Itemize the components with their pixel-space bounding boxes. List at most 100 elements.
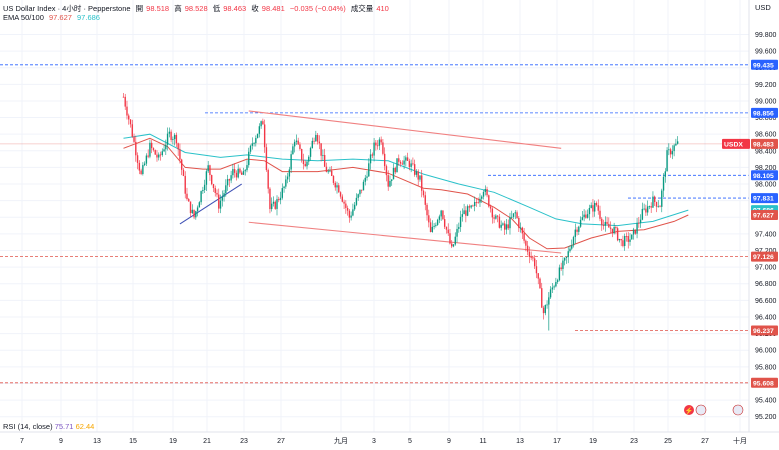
candle-body bbox=[272, 201, 275, 204]
candle-body bbox=[398, 158, 400, 162]
time-axis[interactable]: 7 9 13 15 19 21 23 27 九月 3 5 9 11 13 17 19 23 25 27 十月 bbox=[20, 436, 747, 445]
candle-body bbox=[311, 140, 314, 149]
candle-body bbox=[202, 190, 204, 192]
candle-body bbox=[405, 157, 407, 161]
y-tick-label: 99.000 bbox=[755, 98, 777, 105]
rsi-value: 75.71 bbox=[54, 422, 74, 431]
candle-body bbox=[376, 145, 379, 147]
y-tick-label: 96.000 bbox=[755, 348, 777, 355]
candle-body bbox=[371, 154, 374, 156]
candle-body bbox=[341, 196, 344, 202]
y-tick-label: 98.400 bbox=[755, 148, 777, 155]
price-axis[interactable]: 99.80099.60099.40099.20099.00098.80098.6… bbox=[722, 32, 778, 421]
candle-body bbox=[205, 171, 208, 185]
candle-body bbox=[541, 288, 543, 308]
currency-label: USD bbox=[755, 3, 771, 12]
candle-body bbox=[369, 154, 372, 164]
candle-body bbox=[345, 203, 347, 208]
us-flag-icon-2[interactable] bbox=[732, 404, 744, 416]
lightning-icon[interactable] bbox=[684, 405, 694, 415]
candle-body bbox=[622, 240, 624, 247]
candle-body bbox=[325, 166, 328, 172]
symbol-header: US Dollar Index · 4小时 · Pepperstone 開 98.… bbox=[3, 3, 392, 14]
candle-body bbox=[184, 175, 186, 194]
candle-body bbox=[142, 165, 144, 175]
candle-body bbox=[666, 150, 668, 172]
candle-body bbox=[675, 143, 677, 146]
candle-body bbox=[442, 210, 444, 220]
candle-body bbox=[138, 162, 141, 171]
candle-body bbox=[544, 305, 546, 314]
candle-body bbox=[648, 206, 651, 207]
high-value: 98.528 bbox=[184, 4, 208, 13]
candle-body bbox=[182, 169, 185, 176]
candle-body bbox=[664, 171, 667, 177]
x-tick-label: 19 bbox=[169, 438, 177, 445]
candle-body bbox=[452, 244, 455, 247]
x-tick-label: 27 bbox=[701, 438, 709, 445]
candle-body bbox=[211, 175, 213, 185]
candle-body bbox=[509, 217, 511, 229]
candle-body bbox=[495, 215, 497, 219]
candle-body bbox=[606, 221, 608, 224]
candle-body bbox=[445, 226, 448, 230]
y-tick-label: 97.200 bbox=[755, 248, 777, 255]
candle-body bbox=[135, 141, 137, 156]
candle-body bbox=[514, 212, 516, 214]
candle-body bbox=[297, 140, 299, 145]
candle-body bbox=[472, 205, 474, 207]
x-tick-label: 27 bbox=[277, 438, 285, 445]
candle-body bbox=[652, 196, 654, 208]
candle-body bbox=[223, 193, 225, 197]
ema-legend[interactable]: EMA 50/100 97.627 97.686 bbox=[3, 13, 103, 22]
candle-body bbox=[149, 142, 151, 157]
symbol-title[interactable]: US Dollar Index · 4小时 · Pepperstone bbox=[3, 4, 131, 13]
candle-body bbox=[553, 286, 555, 288]
candle-body bbox=[463, 210, 465, 215]
low-value: 98.463 bbox=[223, 4, 247, 13]
candle-body bbox=[278, 199, 280, 201]
candle-body bbox=[368, 163, 370, 177]
candle-body bbox=[503, 223, 506, 230]
candle-body bbox=[440, 210, 442, 217]
candle-body bbox=[415, 171, 418, 175]
candle-body bbox=[654, 196, 656, 203]
candle-body bbox=[382, 142, 384, 154]
alert-icons[interactable]: ⚡ bbox=[684, 404, 744, 416]
candle-body bbox=[173, 134, 176, 140]
candle-body bbox=[361, 189, 363, 191]
candle-body bbox=[170, 131, 172, 140]
candle-body bbox=[401, 163, 404, 165]
candle-body bbox=[421, 175, 423, 191]
candle-body bbox=[581, 217, 584, 220]
candle-body bbox=[265, 147, 268, 171]
candle-body bbox=[154, 150, 156, 155]
candle-body bbox=[583, 214, 585, 218]
candle-body bbox=[150, 142, 153, 149]
candle-body bbox=[525, 240, 527, 246]
candle-body bbox=[609, 227, 612, 229]
open-label: 開 bbox=[135, 4, 144, 13]
candle-body bbox=[662, 176, 665, 191]
rsi-legend[interactable]: RSI (14, close) 75.71 62.44 bbox=[3, 422, 94, 431]
candle-body bbox=[168, 131, 171, 134]
level-tag-text: 99.435 bbox=[753, 62, 774, 69]
candle-body bbox=[131, 124, 133, 137]
candle-body bbox=[579, 219, 582, 227]
us-flag-icon[interactable] bbox=[695, 404, 707, 416]
candle-body bbox=[387, 175, 389, 187]
level-tag-text: 97.126 bbox=[753, 254, 774, 261]
ema-lines bbox=[123, 133, 689, 250]
candle-body bbox=[646, 206, 649, 213]
candle-body bbox=[518, 217, 520, 228]
candle-body bbox=[558, 267, 561, 281]
candle-body bbox=[454, 236, 456, 245]
y-tick-label: 96.800 bbox=[755, 281, 777, 288]
candle-body bbox=[473, 202, 476, 206]
ema100-line bbox=[123, 133, 689, 227]
candle-body bbox=[429, 222, 432, 233]
candle-body bbox=[366, 176, 368, 178]
candle-body bbox=[624, 236, 626, 247]
y-tick-label: 98.200 bbox=[755, 165, 777, 172]
